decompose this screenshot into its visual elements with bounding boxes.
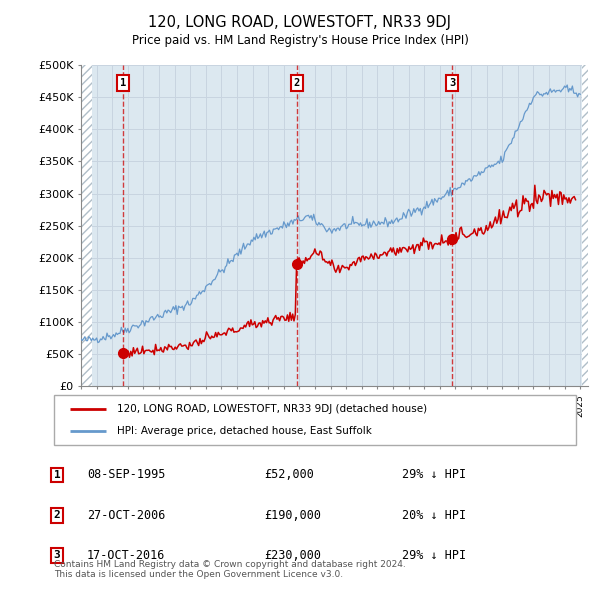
Text: 120, LONG ROAD, LOWESTOFT, NR33 9DJ (detached house): 120, LONG ROAD, LOWESTOFT, NR33 9DJ (det… [116, 404, 427, 414]
Bar [582, 65, 591, 386]
Text: 3: 3 [53, 550, 61, 560]
Text: Contains HM Land Registry data © Crown copyright and database right 2024.
This d: Contains HM Land Registry data © Crown c… [54, 560, 406, 579]
Text: Price paid vs. HM Land Registry's House Price Index (HPI): Price paid vs. HM Land Registry's House … [131, 34, 469, 47]
Text: 3: 3 [449, 78, 455, 88]
Text: £190,000: £190,000 [264, 509, 321, 522]
Text: HPI: Average price, detached house, East Suffolk: HPI: Average price, detached house, East… [116, 427, 371, 437]
Text: 2: 2 [293, 78, 300, 88]
Text: 17-OCT-2016: 17-OCT-2016 [87, 549, 166, 562]
Text: 2: 2 [53, 510, 61, 520]
Text: 1: 1 [120, 78, 126, 88]
Text: 08-SEP-1995: 08-SEP-1995 [87, 468, 166, 481]
FancyBboxPatch shape [54, 395, 576, 445]
Text: £52,000: £52,000 [264, 468, 314, 481]
Text: 20% ↓ HPI: 20% ↓ HPI [402, 509, 466, 522]
Text: 29% ↓ HPI: 29% ↓ HPI [402, 468, 466, 481]
Text: 120, LONG ROAD, LOWESTOFT, NR33 9DJ: 120, LONG ROAD, LOWESTOFT, NR33 9DJ [149, 15, 452, 30]
Text: £230,000: £230,000 [264, 549, 321, 562]
Text: 27-OCT-2006: 27-OCT-2006 [87, 509, 166, 522]
Bar [81, 65, 92, 386]
Text: 29% ↓ HPI: 29% ↓ HPI [402, 549, 466, 562]
Text: 1: 1 [53, 470, 61, 480]
